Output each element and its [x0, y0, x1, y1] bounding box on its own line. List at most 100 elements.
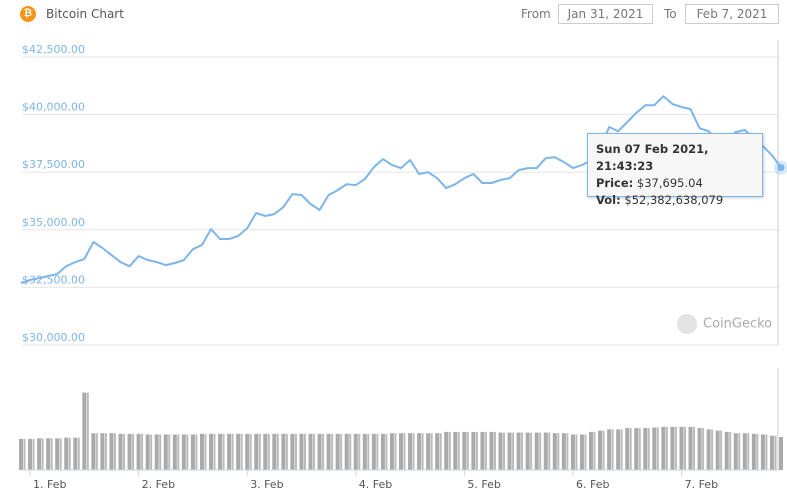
- volume-bar: [674, 426, 677, 470]
- tooltip-price: $37,695.04: [636, 176, 703, 190]
- volume-bar: [733, 433, 738, 470]
- volume-bar: [118, 433, 123, 470]
- volume-bar: [729, 431, 732, 470]
- y-tick-label: $40,000.00: [22, 101, 85, 114]
- volume-bar: [294, 433, 297, 470]
- volume-bar: [236, 433, 241, 470]
- volume-bar: [561, 433, 566, 470]
- volume-bar: [380, 433, 385, 470]
- volume-bar: [638, 428, 641, 470]
- volume-bar: [706, 429, 711, 470]
- volume-bar: [249, 433, 252, 470]
- volume-bar: [548, 432, 551, 470]
- volume-bar: [774, 435, 777, 470]
- y-tick-label: $37,500.00: [22, 158, 85, 171]
- volume-bar: [665, 426, 668, 470]
- volume-bar: [448, 431, 451, 470]
- volume-bar: [168, 434, 171, 470]
- watermark-text: CoinGecko: [703, 316, 773, 332]
- volume-bar: [68, 437, 71, 470]
- volume-bar: [466, 431, 469, 470]
- volume-bar: [159, 434, 162, 470]
- volume-bar: [267, 433, 270, 470]
- volume-bar: [227, 433, 232, 470]
- volume-bar: [552, 433, 557, 470]
- volume-bar: [46, 438, 51, 470]
- volume-bar: [417, 433, 422, 470]
- volume-bar: [430, 433, 433, 470]
- volume-bar: [643, 428, 648, 470]
- volume-bar: [353, 433, 358, 470]
- volume-bar: [598, 430, 603, 470]
- from-date-input[interactable]: [558, 4, 653, 24]
- volume-bar: [204, 433, 207, 470]
- volume-bar: [480, 431, 485, 470]
- volume-bar: [281, 433, 286, 470]
- volume-bar: [525, 432, 530, 470]
- bitcoin-icon: ₿: [20, 6, 36, 22]
- volume-bar: [123, 433, 126, 470]
- volume-bar: [521, 432, 524, 470]
- volume-bar: [240, 433, 243, 470]
- volume-bar: [313, 433, 316, 470]
- volume-bar: [489, 431, 494, 470]
- volume-bar: [331, 433, 334, 470]
- volume-bar: [512, 432, 515, 470]
- volume-bar: [163, 434, 168, 470]
- volume-bar: [584, 434, 587, 470]
- volume-bar: [326, 433, 331, 470]
- x-tick-label: 4. Feb: [359, 478, 392, 491]
- to-date-input[interactable]: [685, 4, 779, 24]
- volume-bar: [77, 437, 80, 470]
- volume-bar: [779, 437, 783, 470]
- volume-bar: [367, 433, 370, 470]
- volume-bar: [394, 433, 397, 470]
- volume-bar: [231, 433, 234, 470]
- volume-bar: [751, 433, 756, 470]
- volume-bar: [349, 433, 352, 470]
- tooltip-vol-label: Vol:: [596, 193, 621, 207]
- volume-bar: [720, 430, 723, 470]
- y-tick-label: $32,500.00: [22, 273, 85, 286]
- tooltip-date: Sun 07 Feb 2021, 21:43:23: [596, 142, 709, 173]
- volume-bar: [272, 433, 277, 470]
- volume-bar: [702, 428, 705, 470]
- volume-bar: [539, 432, 542, 470]
- volume-bar: [557, 433, 560, 470]
- volume-bar: [154, 434, 159, 470]
- volume-bar: [145, 434, 150, 470]
- volume-bar: [150, 434, 153, 470]
- coingecko-watermark: CoinGecko: [677, 314, 772, 334]
- volume-bar: [113, 433, 116, 470]
- volume-bar: [457, 431, 460, 470]
- volume-bar: [426, 433, 431, 470]
- volume-bar: [471, 431, 476, 470]
- volume-bar: [611, 429, 614, 470]
- volume-bar: [55, 438, 60, 470]
- price-line: [20, 95, 782, 284]
- volume-bar: [317, 433, 322, 470]
- volume-bar: [64, 437, 69, 470]
- volume-bar: [344, 433, 349, 470]
- volume-bar: [738, 433, 741, 470]
- volume-bar: [141, 433, 144, 470]
- volume-bar: [711, 429, 714, 470]
- volume-bar: [100, 433, 105, 470]
- volume-bar: [656, 427, 659, 470]
- volume-bar: [276, 433, 279, 470]
- volume-bar: [602, 430, 605, 470]
- tooltip-price-label: Price:: [596, 176, 634, 190]
- volume-bar: [303, 433, 306, 470]
- volume-bar: [335, 433, 340, 470]
- volume-bar: [412, 433, 415, 470]
- volume-bar: [670, 426, 675, 470]
- volume-bar: [507, 432, 512, 470]
- volume-bar: [453, 431, 458, 470]
- volume-bar: [258, 433, 261, 470]
- volume-bar: [444, 431, 449, 470]
- volume-bar: [82, 392, 87, 470]
- tooltip: Sun 07 Feb 2021, 21:43:23 Price: $37,695…: [587, 133, 763, 207]
- x-tick-label: 5. Feb: [467, 478, 500, 491]
- from-label: From: [521, 7, 551, 21]
